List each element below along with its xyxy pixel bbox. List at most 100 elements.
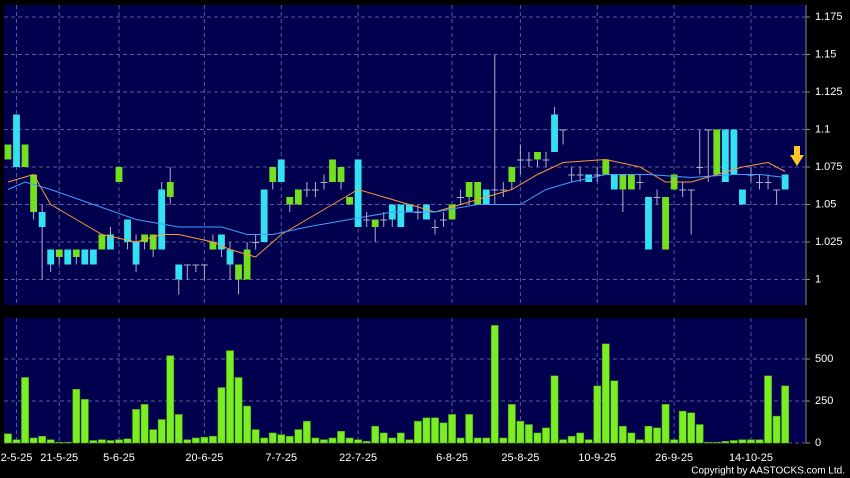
volume-bar — [738, 439, 747, 444]
x-tick-label: 2-5-25 — [1, 452, 33, 464]
volume-bar — [217, 387, 226, 444]
volume-bar — [4, 433, 12, 444]
candle-body — [4, 144, 12, 160]
volume-bar — [38, 436, 46, 444]
volume-bar — [414, 420, 422, 444]
candle-body — [756, 182, 763, 183]
volume-bar — [277, 434, 286, 444]
volume-bar — [29, 437, 38, 444]
candle-body — [200, 264, 208, 266]
volume-bar — [644, 425, 653, 444]
volume-bar — [542, 427, 550, 444]
volume-bar — [772, 415, 781, 444]
candle-body — [346, 197, 353, 205]
volume-bar — [516, 420, 525, 444]
candle-body — [704, 129, 712, 131]
volume-bar — [354, 439, 362, 444]
y-tick-label: 1.05 — [815, 198, 836, 210]
candle-body — [115, 167, 123, 182]
candle-body — [371, 219, 379, 227]
volume-bar — [781, 385, 789, 444]
candle-body — [559, 129, 567, 131]
x-tick-label: 20-6-25 — [185, 452, 223, 464]
volume-bar — [294, 429, 303, 444]
y-tick-label: 0 — [815, 437, 821, 449]
marker-arrow — [790, 146, 804, 166]
volume-bar — [371, 425, 380, 444]
candle-body — [303, 189, 311, 191]
volume-bar — [157, 419, 166, 444]
candle-body — [551, 114, 558, 152]
candle-body — [132, 242, 140, 265]
x-tick-label: 10-9-25 — [578, 452, 616, 464]
y-tick-label: 1.175 — [815, 11, 843, 23]
candle-body — [13, 114, 20, 167]
volume-bar — [439, 422, 448, 444]
volume-bar — [183, 439, 192, 444]
volume-bar — [115, 439, 123, 444]
volume-bar — [268, 432, 277, 444]
volume-bar — [730, 440, 738, 444]
volume-bar — [63, 441, 72, 444]
x-tick-label: 22-7-25 — [339, 452, 377, 464]
candle-body — [662, 197, 669, 250]
candle-body — [508, 167, 516, 182]
volume-bar — [764, 375, 772, 444]
x-tick-label: 7-7-25 — [265, 452, 297, 464]
candle-body — [619, 174, 627, 190]
y-tick-label: 1.025 — [815, 236, 843, 248]
volume-bar — [260, 437, 269, 444]
volume-bar — [661, 404, 670, 444]
x-tick-label: 5-6-25 — [103, 452, 135, 464]
candle-body — [30, 174, 37, 212]
candle-body — [499, 189, 507, 191]
volume-bar — [362, 441, 371, 444]
volume-bar — [721, 441, 730, 444]
volume-bar — [106, 440, 115, 444]
volume-bar — [448, 414, 456, 444]
volume-bar — [192, 437, 200, 444]
volume-bar — [80, 399, 89, 444]
volume-bar — [567, 436, 576, 444]
volume-bar — [89, 440, 98, 444]
candle-body — [568, 174, 576, 176]
volume-bar — [396, 432, 405, 444]
candle-body — [269, 167, 277, 182]
volume-bar — [525, 424, 533, 444]
volume-bar — [499, 437, 508, 444]
candle-body — [149, 234, 157, 250]
volume-bar — [166, 355, 175, 444]
candle-body — [721, 129, 729, 182]
candle-body — [491, 189, 499, 191]
volume-bar — [533, 432, 542, 444]
copyright: Copyright by AASTOCKS.com Ltd. — [691, 466, 845, 477]
volume-bar — [584, 439, 593, 444]
y-tick-label: 1.15 — [815, 48, 836, 60]
volume-bar — [251, 429, 260, 444]
candle-body — [645, 197, 652, 250]
y-tick-label: 1.1 — [815, 123, 830, 135]
candle-body — [209, 242, 217, 250]
candle-body — [243, 249, 251, 280]
volume-bar — [303, 420, 311, 444]
volume-bar — [550, 375, 559, 444]
candle-body — [773, 189, 780, 191]
volume-bar — [200, 436, 209, 444]
candle-body — [337, 167, 345, 182]
volume-bar — [132, 409, 140, 444]
volume-bar — [636, 439, 644, 444]
volume-bar — [678, 410, 687, 444]
volume-bar — [670, 439, 678, 444]
y-tick-label: 1 — [815, 273, 821, 285]
volume-bar — [490, 325, 499, 444]
candle-body — [21, 144, 29, 167]
volume-bar — [226, 350, 234, 444]
candle-body — [542, 159, 550, 161]
candle-body — [525, 159, 533, 161]
y-tick-label: 1.075 — [815, 161, 843, 173]
candle-body — [354, 159, 362, 227]
volume-bar — [72, 388, 81, 444]
candle-body — [55, 249, 63, 257]
candle-body — [286, 197, 294, 205]
candle-body — [628, 174, 635, 190]
